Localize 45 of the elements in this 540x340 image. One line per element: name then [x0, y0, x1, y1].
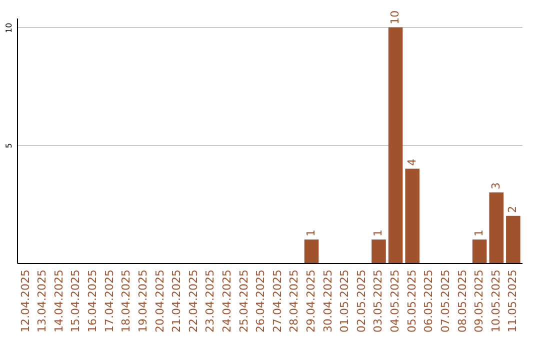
x-tick-label: 14.04.2025: [52, 270, 66, 332]
x-tick-label: 06.05.2025: [422, 270, 436, 332]
x-tick-label: 05.05.2025: [405, 270, 418, 332]
x-tick-label: 26.04.2025: [254, 270, 268, 332]
data-label: 1: [472, 229, 486, 236]
x-tick-label: 01.05.2025: [338, 270, 352, 332]
bar: [506, 216, 520, 263]
x-tick-label: 04.05.2025: [388, 270, 402, 332]
data-label: 3: [489, 182, 502, 190]
x-tick-label: 27.04.2025: [270, 270, 284, 332]
data-label: 10: [388, 10, 402, 24]
x-tick-label: 18.04.2025: [120, 270, 133, 332]
x-tick-label: 21.04.2025: [170, 270, 184, 332]
data-label: 1: [304, 229, 318, 236]
bar: [304, 239, 319, 263]
x-tick-label: 22.04.2025: [186, 270, 200, 332]
x-tick-label: 16.04.2025: [86, 270, 100, 332]
bar: [489, 192, 504, 263]
x-tick-label: 15.04.2025: [69, 270, 82, 332]
x-tick-label: 13.04.2025: [36, 270, 49, 332]
data-label: 1: [372, 229, 385, 236]
x-tick-label: 23.04.2025: [204, 270, 217, 332]
x-tick-label: 17.04.2025: [102, 270, 116, 332]
x-tick-label: 12.04.2025: [18, 270, 32, 332]
data-label: 2: [506, 206, 520, 213]
y-tick-label: 5: [4, 143, 14, 148]
x-tick-label: 03.05.2025: [372, 270, 385, 332]
bar: [405, 168, 420, 263]
x-tick-label: 02.05.2025: [354, 270, 368, 332]
x-tick-label: 24.04.2025: [220, 270, 234, 332]
bar: [472, 239, 487, 263]
x-tick-label: 09.05.2025: [472, 270, 486, 332]
x-tick-label: 20.04.2025: [153, 270, 166, 332]
x-tick-label: 10.05.2025: [489, 270, 502, 332]
x-tick-label: 08.05.2025: [456, 270, 469, 332]
x-tick-label: 19.04.2025: [136, 270, 150, 332]
bar: [372, 239, 386, 263]
x-tick-label: 25.04.2025: [237, 270, 250, 332]
x-tick-label: 28.04.2025: [288, 270, 301, 332]
x-tick-label: 29.04.2025: [304, 270, 318, 332]
x-tick-label: 07.05.2025: [438, 270, 452, 332]
bar: [388, 27, 403, 263]
x-tick-label: 30.04.2025: [321, 270, 334, 332]
x-tick-label: 11.05.2025: [506, 270, 520, 332]
data-label: 4: [405, 158, 418, 166]
